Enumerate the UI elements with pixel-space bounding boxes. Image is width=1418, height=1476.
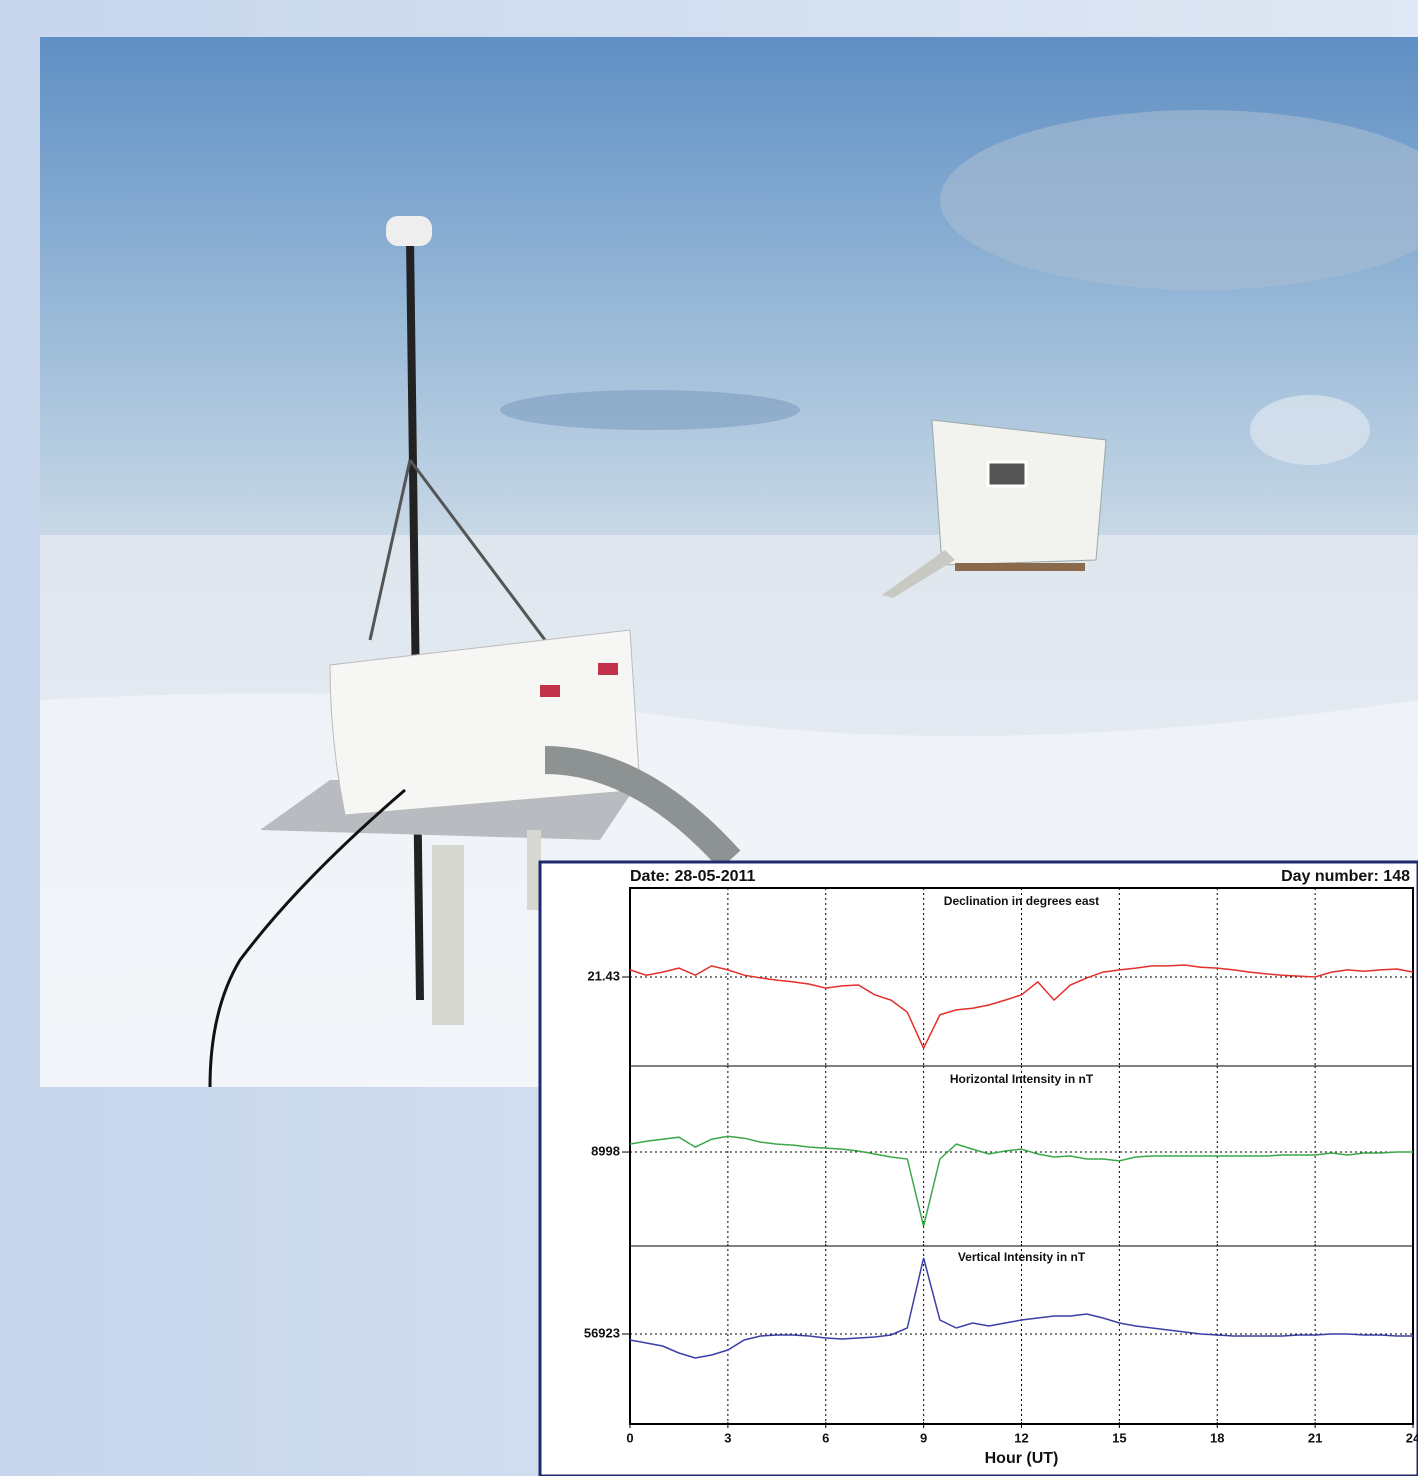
x-tick-label: 12	[1014, 1430, 1028, 1445]
day-number: Day number: 148	[1281, 868, 1410, 885]
x-tick-label: 0	[626, 1430, 633, 1445]
panel-title: Vertical Intensity in nT	[958, 1250, 1086, 1264]
y-tick-label: 21.43	[587, 968, 620, 983]
y-tick-label: 56923	[584, 1325, 620, 1340]
x-tick-label: 18	[1210, 1430, 1224, 1445]
page: Date: 28-05-2011 Day number: 148 21.43 De…	[0, 0, 1418, 1476]
x-tick-label: 24	[1406, 1430, 1418, 1445]
chart-panel	[540, 862, 1418, 1476]
panel-title: Horizontal Intensity in nT	[950, 1072, 1094, 1086]
x-tick-label: 3	[724, 1430, 731, 1445]
x-axis-label: Hour (UT)	[985, 1450, 1059, 1467]
slide: Date: 28-05-2011 Day number: 148 21.43 De…	[0, 0, 1418, 1476]
panel-title: Declination in degrees east	[944, 894, 1099, 908]
x-tick-label: 9	[920, 1430, 927, 1445]
x-tick-label: 15	[1112, 1430, 1126, 1445]
y-tick-label: 8998	[591, 1143, 620, 1158]
date: Date: 28-05-2011	[630, 868, 756, 885]
x-tick-label: 21	[1308, 1430, 1322, 1445]
x-tick-label: 6	[822, 1430, 829, 1445]
